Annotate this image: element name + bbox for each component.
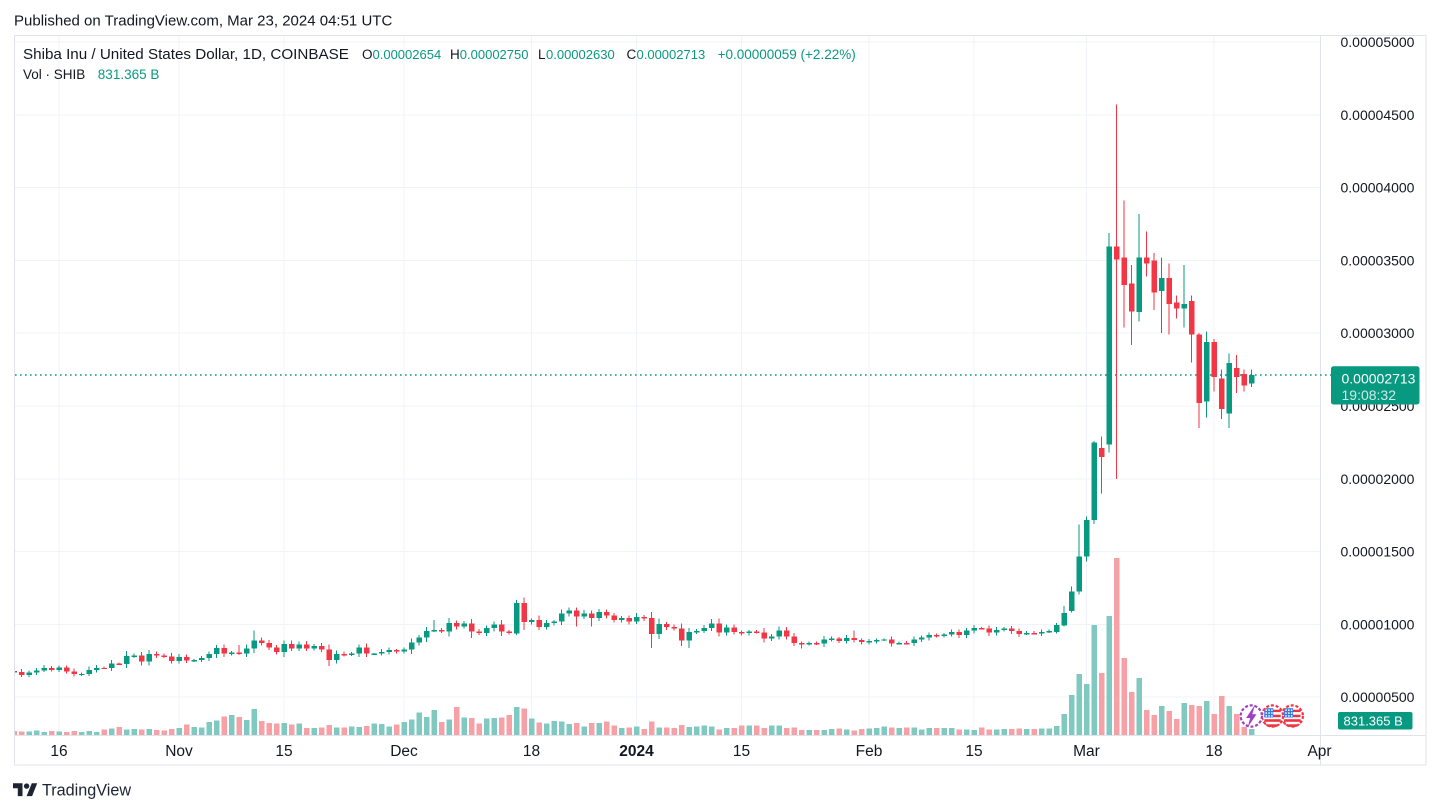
svg-text:Dec: Dec bbox=[390, 743, 418, 760]
svg-text:Shiba Inu / United States Doll: Shiba Inu / United States Dollar, 1D, CO… bbox=[23, 46, 349, 63]
svg-text:19:08:32: 19:08:32 bbox=[1342, 387, 1397, 403]
svg-text:18: 18 bbox=[1205, 743, 1222, 760]
svg-text:Mar: Mar bbox=[1073, 743, 1100, 760]
svg-text:+0.00000059 (+2.22%): +0.00000059 (+2.22%) bbox=[718, 47, 856, 62]
svg-text:Published on TradingView.com,: Published on TradingView.com, Mar 23, 20… bbox=[14, 13, 392, 30]
svg-text:831.365 B: 831.365 B bbox=[98, 67, 160, 82]
svg-text:0.00002654: 0.00002654 bbox=[373, 47, 442, 62]
svg-text:18: 18 bbox=[523, 743, 540, 760]
svg-text:0.00003000: 0.00003000 bbox=[1341, 325, 1415, 341]
svg-text:15: 15 bbox=[733, 743, 750, 760]
svg-text:L: L bbox=[538, 47, 546, 62]
svg-text:15: 15 bbox=[275, 743, 292, 760]
svg-text:16: 16 bbox=[50, 743, 67, 760]
svg-text:0.00000500: 0.00000500 bbox=[1341, 689, 1415, 705]
svg-text:Feb: Feb bbox=[856, 743, 883, 760]
svg-text:Apr: Apr bbox=[1307, 743, 1331, 760]
svg-text:831.365 B: 831.365 B bbox=[1344, 714, 1403, 729]
svg-text:2024: 2024 bbox=[619, 743, 654, 760]
svg-text:Nov: Nov bbox=[165, 743, 193, 760]
svg-text:0.00002000: 0.00002000 bbox=[1341, 471, 1415, 487]
svg-text:0.00002630: 0.00002630 bbox=[546, 47, 615, 62]
svg-text:0.00001000: 0.00001000 bbox=[1341, 616, 1415, 632]
svg-text:O: O bbox=[362, 47, 373, 62]
svg-text:0.00001500: 0.00001500 bbox=[1341, 544, 1415, 560]
svg-text:0.00004500: 0.00004500 bbox=[1341, 107, 1415, 123]
svg-text:H: H bbox=[450, 47, 460, 62]
svg-text:0.00002713: 0.00002713 bbox=[637, 47, 706, 62]
svg-text:C: C bbox=[627, 47, 637, 62]
svg-text:TradingView: TradingView bbox=[42, 782, 131, 800]
svg-text:0.00002750: 0.00002750 bbox=[460, 47, 529, 62]
svg-text:0.00005000: 0.00005000 bbox=[1341, 34, 1415, 50]
svg-text:0.00002713: 0.00002713 bbox=[1342, 371, 1416, 387]
svg-text:0.00004000: 0.00004000 bbox=[1341, 180, 1415, 196]
svg-text:0.00003500: 0.00003500 bbox=[1341, 252, 1415, 268]
svg-text:15: 15 bbox=[965, 743, 982, 760]
svg-text:Vol · SHIB: Vol · SHIB bbox=[23, 67, 85, 82]
